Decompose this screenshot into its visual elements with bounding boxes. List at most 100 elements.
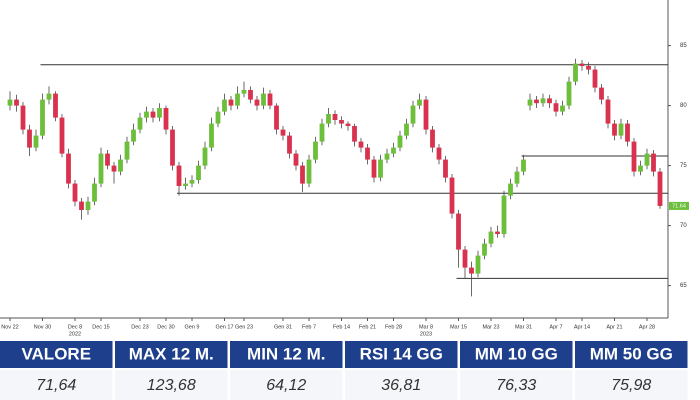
x-tick-label: Feb 28 (385, 324, 402, 330)
table-value: 64,12 (266, 377, 306, 394)
table-value: 123,68 (147, 377, 196, 394)
candle-body (72, 183, 78, 202)
candle-body (79, 201, 84, 210)
candle-body (27, 129, 32, 148)
candle-body (482, 243, 487, 256)
table-header: MIN 12 M. (247, 344, 325, 363)
x-tick-label: Mar 31 (515, 324, 532, 330)
table-value-cell (460, 370, 573, 400)
candle-body (651, 153, 656, 172)
table-header: MAX 12 M. (129, 344, 214, 363)
candle-body (566, 81, 572, 106)
x-tick-label: Nov 30 (34, 324, 51, 330)
candle-body (241, 90, 247, 94)
candle-body (410, 105, 416, 124)
candle-body (573, 63, 578, 82)
table-header: MM 10 GG (475, 344, 558, 363)
x-tick-label: Feb 14 (333, 324, 350, 330)
x-tick-label: Dec 30 (157, 324, 174, 330)
candle-body (631, 141, 637, 172)
table-header-cell (460, 341, 573, 368)
table-value: 75,98 (611, 377, 651, 394)
table-value-cell (0, 370, 113, 400)
candle-body (157, 108, 162, 118)
candle-body (339, 120, 344, 124)
table-value-cell (345, 370, 458, 400)
candle-body (105, 153, 110, 166)
candle-body (222, 99, 227, 112)
year-label: 2023 (420, 331, 432, 337)
y-tick-label: 85 (680, 43, 687, 49)
candle-body (20, 105, 26, 130)
x-tick-label: Mar 15 (450, 324, 467, 330)
candle-body (261, 93, 266, 106)
candle-body (625, 123, 630, 142)
candle-body (209, 123, 214, 148)
last-price-label: 71.64 (672, 203, 686, 209)
candle-body (111, 165, 117, 172)
x-tick-label: Gen 17 (215, 324, 233, 330)
candle-body (14, 99, 19, 106)
candle-body (560, 105, 565, 112)
x-tick-label: Nov 22 (1, 324, 18, 330)
x-tick-label: Gen 23 (235, 324, 253, 330)
candle-body (137, 117, 143, 130)
candle-body (92, 183, 97, 202)
candle-body (183, 183, 188, 186)
candle-body (384, 153, 390, 160)
candle-body (534, 99, 539, 104)
candle-body (378, 159, 383, 178)
candle-body (85, 201, 91, 210)
candle-body (274, 105, 279, 130)
candle-body (287, 135, 292, 154)
x-tick-label: Apr 28 (639, 324, 655, 330)
candle-body (293, 153, 299, 166)
y-tick-label: 65 (680, 283, 687, 289)
candle-body (436, 147, 442, 160)
x-tick-label: Apr 7 (549, 324, 562, 330)
candle-body (521, 159, 526, 172)
candle-body (131, 129, 136, 142)
candle-body (124, 141, 130, 160)
candle-body (267, 93, 273, 106)
table-header: MM 50 GG (590, 344, 673, 363)
x-tick-label: Gen 31 (274, 324, 292, 330)
candle-body (449, 177, 455, 214)
candle-body (306, 159, 312, 184)
year-label: 2022 (69, 331, 81, 337)
candle-body (501, 195, 507, 234)
table-value: 36,81 (381, 377, 421, 394)
table-value: 71,64 (36, 377, 76, 394)
candle-body (248, 90, 253, 100)
candle-body (319, 123, 325, 142)
table-header: RSI 14 GG (360, 344, 443, 363)
candle-body (215, 111, 221, 124)
table-header: VALORE (21, 344, 91, 363)
candle-body (98, 153, 104, 184)
candle-body (254, 99, 260, 106)
candle-body (527, 99, 533, 106)
x-tick-label: Apr 14 (574, 324, 590, 330)
candle-body (66, 153, 71, 184)
candle-body (202, 147, 208, 166)
x-tick-label: Dec 15 (92, 324, 109, 330)
candle-body (443, 159, 448, 178)
candle-body (313, 141, 318, 160)
last-price-box (669, 201, 689, 210)
y-tick-label: 70 (680, 223, 687, 229)
table-header-cell (230, 341, 343, 368)
candle-body (345, 123, 351, 126)
candle-body (59, 117, 65, 154)
candle-body (280, 129, 286, 136)
candle-body (352, 126, 357, 142)
table-header-cell (345, 341, 458, 368)
candle-body (326, 114, 331, 124)
x-tick-label: Mar 8 (419, 324, 433, 330)
x-tick-label: Gen 9 (185, 324, 200, 330)
candle-body (514, 171, 520, 184)
table-value: 76,33 (496, 377, 536, 394)
candle-body (196, 165, 201, 180)
candle-body (170, 129, 175, 166)
